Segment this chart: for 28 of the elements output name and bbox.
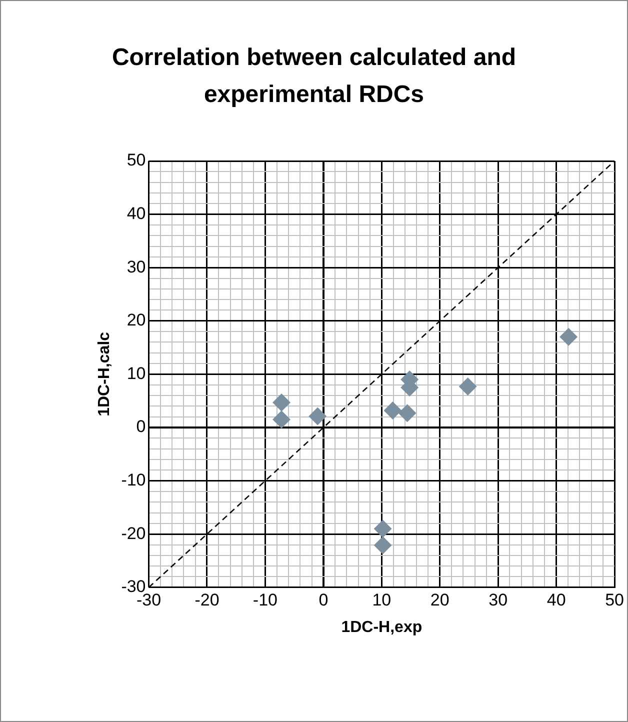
- x-tick-label: -20: [194, 590, 220, 610]
- point: [398, 404, 416, 422]
- point: [458, 377, 477, 396]
- point: [272, 410, 291, 429]
- y-tick-label: 0: [136, 417, 146, 436]
- x-tick-label: 40: [546, 590, 566, 610]
- y-axis-title: 1DC-H,calc: [96, 332, 114, 416]
- point: [560, 328, 578, 346]
- point: [384, 401, 402, 420]
- x-tick-label: 30: [488, 590, 508, 610]
- point: [374, 520, 392, 538]
- y-tick-label: -20: [121, 524, 146, 543]
- y-tick-label: 50: [126, 150, 146, 170]
- y-tick-label: 40: [126, 204, 146, 223]
- x-tick-label: -10: [252, 590, 278, 610]
- y-tick-label: -10: [121, 470, 146, 490]
- x-tick-label: 10: [372, 590, 392, 610]
- x-axis-title: 1DC-H,exp: [341, 618, 422, 636]
- x-tick-label: 0: [318, 590, 328, 610]
- point: [308, 407, 327, 426]
- chart-title: Correlation between calculated and experimental RDCs: [110, 43, 518, 110]
- point: [272, 393, 291, 412]
- point: [374, 536, 392, 554]
- y-tick-label: 20: [126, 310, 146, 330]
- x-tick-label: 20: [430, 590, 450, 610]
- y-tick-label: 10: [126, 364, 146, 383]
- y-tick-label: 30: [126, 257, 146, 276]
- x-tick-label: 50: [605, 590, 624, 610]
